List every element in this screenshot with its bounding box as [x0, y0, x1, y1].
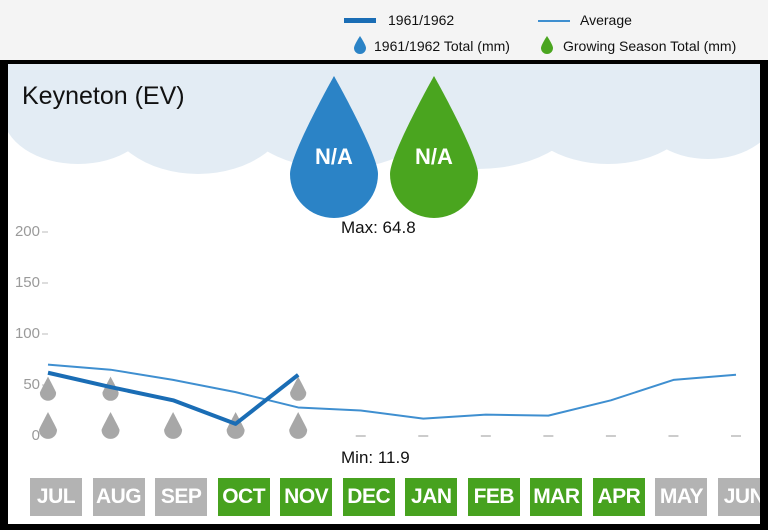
average-legend-swatch: [538, 20, 570, 22]
rain-drop-marker: [39, 412, 57, 439]
series-total-legend-label: 1961/1962 Total (mm): [374, 38, 510, 54]
growing-total-drop-icon: [390, 76, 478, 218]
y-tick-label-100: 100: [14, 325, 40, 342]
max-label: Max: 64.8: [341, 218, 416, 237]
series-legend-swatch: [344, 18, 376, 23]
rain-drop-marker: [101, 412, 120, 439]
growing-total-legend-label: Growing Season Total (mm): [563, 38, 737, 54]
station-title: Keyneton (EV): [22, 82, 185, 110]
growing-total-value: N/A: [415, 144, 453, 169]
month-may[interactable]: MAY: [655, 478, 708, 516]
month-jul[interactable]: JUL: [30, 478, 82, 516]
cloud-shape: [8, 64, 760, 174]
series-total-drop-icon: [290, 76, 378, 218]
green-drop-icon: [541, 36, 553, 54]
min-label: Min: 11.9: [341, 448, 410, 467]
chart-area: Keyneton (EV) N/A N/A Max: 64.8 Min: 11.…: [8, 64, 760, 524]
y-tick-label-200: 200: [14, 223, 40, 240]
chart-svg: [8, 64, 760, 439]
rain-drop-marker: [290, 376, 307, 401]
month-feb[interactable]: FEB: [467, 478, 520, 516]
series-legend-label: 1961/1962: [388, 12, 455, 28]
month-dec[interactable]: DEC: [342, 478, 395, 516]
y-tick-label-0: 0: [31, 427, 40, 444]
average-legend-label: Average: [580, 12, 632, 28]
series-line-average: [47, 363, 737, 420]
month-jan[interactable]: JAN: [405, 478, 458, 516]
month-sep[interactable]: SEP: [155, 478, 208, 516]
y-tick-label-50: 50: [23, 376, 40, 393]
y-tick-label-150: 150: [14, 274, 40, 291]
rain-drop-marker: [39, 376, 57, 401]
rain-drop-marker: [164, 412, 183, 439]
month-mar[interactable]: MAR: [530, 478, 583, 516]
month-apr[interactable]: APR: [592, 478, 645, 516]
legend: 1961/1962 Average 1961/1962 Total (mm) G…: [0, 0, 768, 60]
chart-panel: Keyneton (EV) N/A N/A Max: 64.8 Min: 11.…: [0, 60, 768, 530]
rain-drop-marker: [289, 412, 308, 439]
month-jun[interactable]: JUN: [718, 478, 760, 516]
blue-drop-icon: [354, 36, 366, 54]
month-aug[interactable]: AUG: [92, 478, 145, 516]
month-nov[interactable]: NOV: [280, 478, 333, 516]
series-total-value: N/A: [315, 144, 353, 169]
month-oct[interactable]: OCT: [217, 478, 270, 516]
